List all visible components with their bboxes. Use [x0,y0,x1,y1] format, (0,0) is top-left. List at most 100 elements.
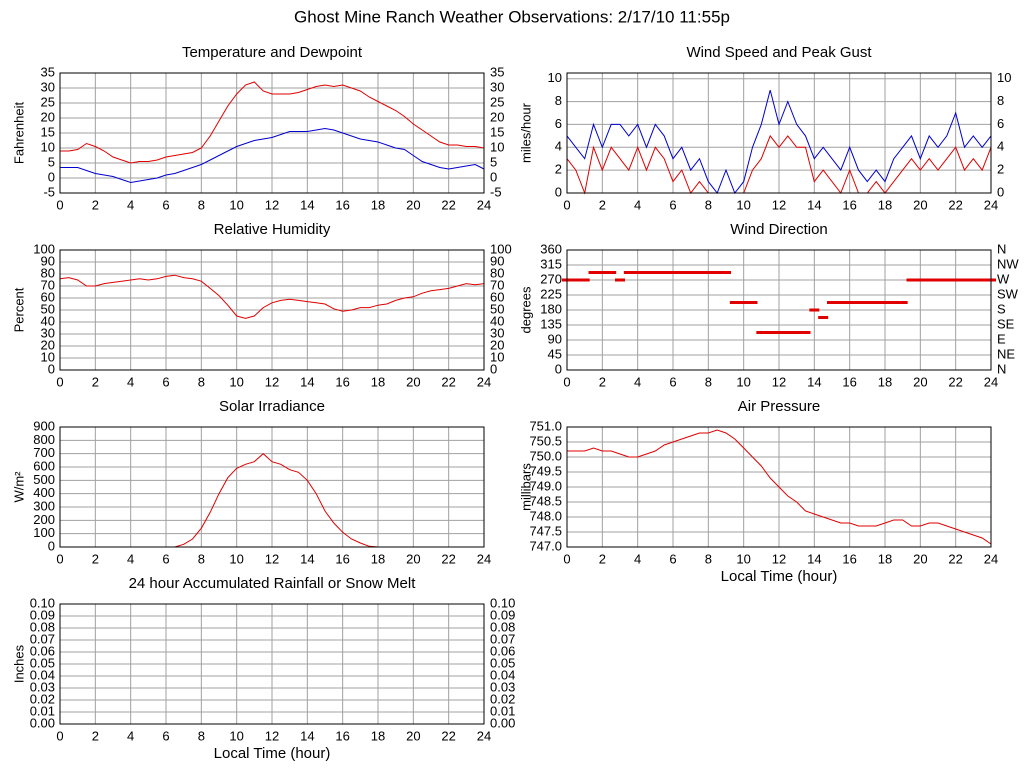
x-tick-label: 2 [92,728,99,743]
x-tick-label: 14 [300,551,314,566]
data-point [959,278,970,282]
y2-tick-label: NW [997,256,1019,271]
data-point [950,278,961,282]
x-tick-label: 16 [842,551,856,566]
plot-frame [59,603,485,725]
y-tick-label: 0.00 [30,715,55,730]
x-tick-label: 6 [162,197,169,212]
y-tick-label: 25 [41,94,55,109]
x-axis-label: Local Time (hour) [721,568,838,585]
data-point [703,271,714,274]
data-line [567,429,992,545]
x-tick-label: 24 [984,374,998,389]
x-tick-label: 10 [736,197,750,212]
y-tick-label: 4 [555,139,562,154]
y-tick-label-right: 35 [490,64,504,79]
data-line [566,89,992,195]
y-tick-label: 30 [41,79,55,94]
x-tick-label: 6 [162,728,169,743]
x-tick-label: 12 [265,551,279,566]
data-point [880,301,890,304]
chart-title: Temperature and Dewpoint [182,44,363,61]
y-tick-label: 750.5 [529,433,562,448]
x-tick-label: 22 [441,197,455,212]
y-tick-label: 748.0 [529,508,562,523]
y-tick-label-right: 70 [490,277,504,292]
y-tick-label-right: 80 [490,265,504,280]
y-tick-label-right: 0.05 [490,655,515,670]
x-tick-label: 8 [705,551,712,566]
x-tick-label: 16 [335,197,349,212]
data-point [915,278,926,282]
chart-title: Wind Direction [730,221,828,238]
data-point [729,301,740,304]
x-tick-label: 14 [300,374,314,389]
x-tick-label: 10 [736,551,750,566]
y-tick-label-right: 0.02 [490,691,515,706]
data-point [606,271,617,274]
y-tick-label-right: 0.07 [490,631,515,646]
data-point [588,271,599,274]
chart-title: Air Pressure [738,398,821,415]
y-tick-label: 30 [41,325,55,340]
y-tick-label: 749.0 [529,478,562,493]
x-tick-label: 14 [807,197,821,212]
x-axis-label: Local Time (hour) [214,745,331,762]
x-tick-label: 0 [56,197,63,212]
data-point [668,271,678,274]
y-tick-label: 225 [540,286,562,301]
x-tick-label: 6 [162,374,169,389]
data-point [871,301,882,304]
chart-title: Relative Humidity [214,221,331,238]
x-tick-label: 8 [198,728,205,743]
y-tick-label: 300 [33,498,55,513]
y-tick-label-right: 0.00 [490,715,515,730]
data-point [632,271,643,274]
y-tick-label-right: 30 [490,325,504,340]
x-tick-label: 8 [198,197,205,212]
y-tick-label: 70 [41,277,55,292]
x-tick-label: 24 [477,374,491,389]
y-tick-label: 90 [548,331,562,346]
y-tick-label-right: 50 [490,301,504,316]
y2-tick-label: N [997,241,1006,256]
y-tick-label: 400 [33,485,55,500]
chart-title: Wind Speed and Peak Gust [686,44,872,61]
x-tick-label: 0 [563,374,570,389]
y-tick-label: 751.0 [529,418,562,433]
y-tick-label: 2 [555,162,562,177]
y-tick-label: 0.07 [30,631,55,646]
page-title: Ghost Mine Ranch Weather Observations: 2… [294,7,730,26]
x-tick-label: 16 [842,197,856,212]
y-tick-label: 135 [540,316,562,331]
y-tick-label: 40 [41,313,55,328]
data-point [818,316,829,319]
x-tick-label: 22 [441,551,455,566]
x-tick-label: 4 [634,197,641,212]
y-axis-label: Percent [11,287,26,332]
data-point [888,301,899,304]
x-tick-label: 14 [300,197,314,212]
x-tick-label: 4 [127,728,134,743]
y-tick-label-right: 20 [490,337,504,352]
data-point [800,331,811,334]
y-tick-label: 749.5 [529,463,562,478]
y-tick-label-right: 90 [490,253,504,268]
y-tick-label: 0.10 [30,595,55,610]
y-tick-label: 10 [41,139,55,154]
y-tick-label-right: 0.09 [490,607,515,622]
y2-tick-label: SE [997,316,1015,331]
y-tick-label-right: 10 [997,70,1011,85]
data-point [694,271,705,274]
x-tick-label: 2 [599,197,606,212]
x-tick-label: 18 [878,197,892,212]
x-tick-label: 24 [477,197,491,212]
x-tick-label: 22 [441,374,455,389]
x-tick-label: 6 [669,374,676,389]
x-tick-label: 12 [772,374,786,389]
x-tick-label: 10 [736,374,750,389]
data-point [570,278,581,282]
data-point [862,301,873,304]
y-tick-label-right: 0 [997,184,1004,199]
